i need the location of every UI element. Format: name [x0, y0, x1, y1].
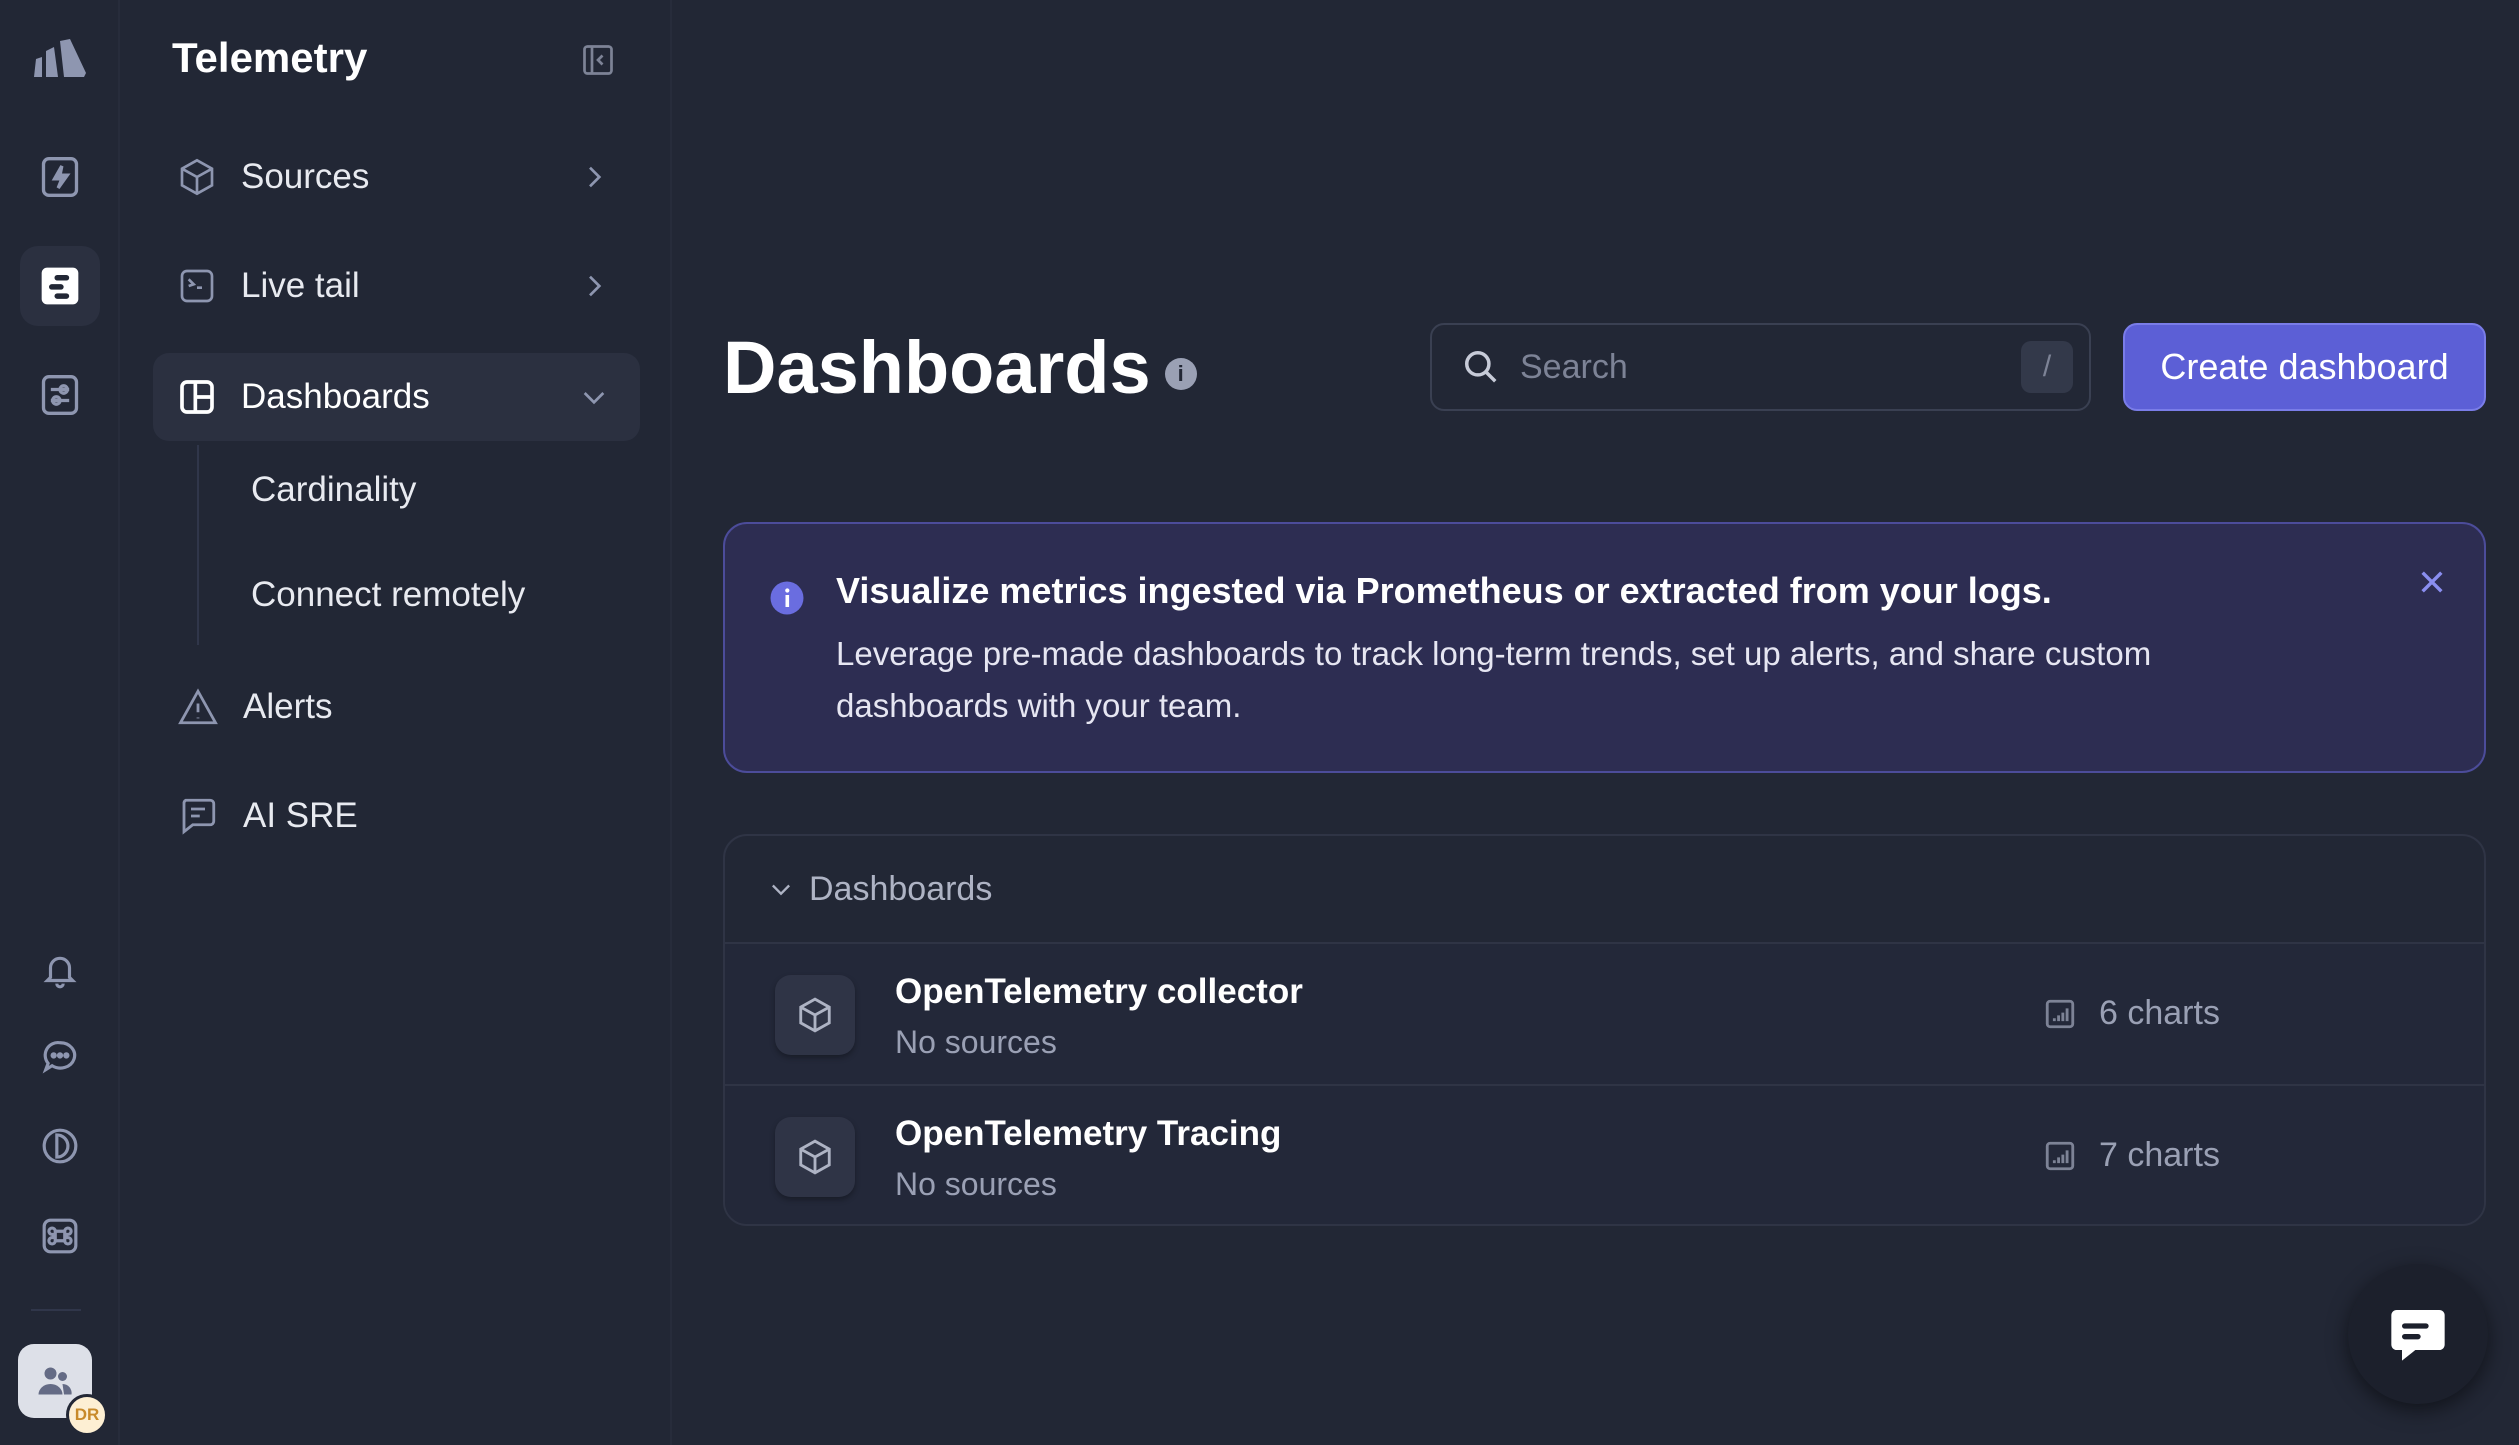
settings-sliders-icon[interactable] [20, 355, 100, 435]
bar-chart-icon [2045, 1141, 2075, 1170]
group-header[interactable]: Dashboards [725, 836, 2484, 944]
sidebar-item-live-tail[interactable]: Live tail [153, 242, 640, 330]
sidebar-item-label: Sources [241, 157, 370, 196]
search-icon [1465, 351, 1497, 383]
info-banner: Visualize metrics ingested via Prometheu… [723, 522, 2486, 773]
message-icon [182, 798, 216, 835]
group-label: Dashboards [809, 869, 993, 908]
submenu-line [197, 445, 199, 645]
chart-count: 6 charts [2043, 994, 2220, 1033]
collapse-sidebar-icon[interactable] [580, 42, 616, 83]
command-icon[interactable] [20, 1196, 100, 1276]
chevron-down-icon [583, 392, 605, 405]
close-icon[interactable] [2416, 566, 2448, 598]
dashboard-name[interactable]: OpenTelemetry collector [895, 972, 1303, 1011]
create-dashboard-button[interactable]: Create dashboard [2123, 323, 2486, 411]
chart-count: 7 charts [2043, 1136, 2220, 1175]
cube-icon [775, 1117, 855, 1197]
table-row[interactable]: OpenTelemetry collector No sources 6 cha… [725, 944, 2484, 1086]
terminal-icon [180, 269, 214, 303]
divider [31, 1309, 81, 1311]
sidebar-item-label: AI SRE [243, 796, 358, 835]
sidebar-title: Telemetry [172, 34, 368, 81]
chat-support-button[interactable] [2348, 1264, 2488, 1404]
sidebar-item-alerts[interactable]: Alerts [153, 663, 640, 751]
chat-bubble-icon [2391, 1310, 2445, 1361]
page-title: Dashboards i [723, 325, 1197, 410]
warning-icon [178, 688, 218, 725]
sidebar-item-dashboards[interactable]: Dashboards [153, 353, 640, 441]
dashboard-sources: No sources [895, 1024, 1057, 1060]
bar-chart-icon [2045, 999, 2075, 1028]
lightning-icon[interactable] [20, 137, 100, 217]
telemetry-icon[interactable] [20, 246, 100, 326]
dashboards-list: Dashboards OpenTelemetry collector No so… [723, 834, 2486, 1226]
chevron-down-icon [772, 884, 790, 896]
chart-count-text: 6 charts [2099, 994, 2220, 1032]
cube-icon [775, 975, 855, 1055]
cube-icon [180, 158, 214, 196]
sidebar-item-ai-sre[interactable]: AI SRE [153, 772, 640, 860]
bell-icon[interactable] [20, 931, 100, 1011]
chevron-right-icon [589, 275, 602, 297]
logo-icon[interactable] [20, 19, 100, 99]
table-row[interactable]: OpenTelemetry Tracing No sources 7 chart… [725, 1086, 2484, 1224]
sidebar-subitem-connect-remotely[interactable]: Connect remotely [251, 575, 526, 614]
layout-icon [180, 380, 214, 414]
sidebar-item-label: Alerts [243, 687, 333, 726]
dashboard-sources: No sources [895, 1166, 1057, 1202]
search-input[interactable]: Search / [1430, 323, 2091, 411]
info-icon[interactable]: i [1164, 357, 1197, 390]
banner-title: Visualize metrics ingested via Prometheu… [836, 570, 2052, 611]
shortcut-key: / [2021, 341, 2073, 393]
info-icon [770, 581, 804, 615]
sidebar-item-label: Live tail [241, 266, 360, 305]
chart-count-text: 7 charts [2099, 1136, 2220, 1174]
theme-toggle-icon[interactable] [20, 1106, 100, 1186]
sidebar: Telemetry Sources Live tail Dashboards C… [120, 0, 672, 1445]
chat-icon[interactable] [20, 1017, 100, 1097]
dashboard-name[interactable]: OpenTelemetry Tracing [895, 1114, 1282, 1153]
page-title-text: Dashboards [723, 326, 1151, 409]
user-initials-badge[interactable]: DR [66, 1394, 108, 1436]
chevron-right-icon [589, 166, 602, 188]
banner-text: Leverage pre-made dashboards to track lo… [836, 635, 2152, 724]
sidebar-subitem-cardinality[interactable]: Cardinality [251, 470, 417, 509]
search-placeholder: Search [1520, 347, 1628, 386]
sidebar-item-sources[interactable]: Sources [153, 133, 640, 221]
icon-rail: DR [0, 0, 120, 1445]
sidebar-item-label: Dashboards [241, 377, 430, 416]
